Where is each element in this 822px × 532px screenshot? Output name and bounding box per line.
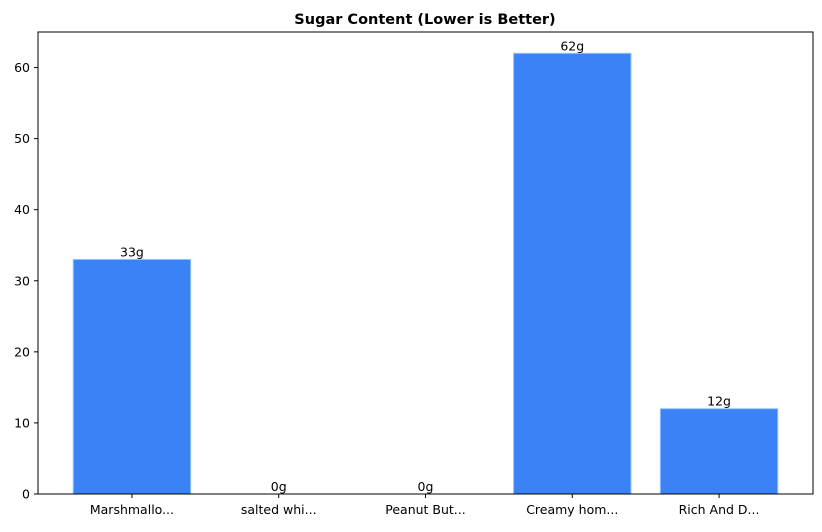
bar-value-label: 0g <box>271 479 287 494</box>
bar-value-label: 33g <box>120 244 144 259</box>
bar-value-label: 12g <box>707 394 731 409</box>
y-tick-label: 50 <box>14 131 30 146</box>
bar <box>513 52 632 495</box>
x-tick-label: Marshmallo... <box>90 502 174 517</box>
plot-frame <box>37 31 814 495</box>
y-tick-label: 20 <box>14 344 30 359</box>
x-tick-label: Rich And D... <box>679 502 760 517</box>
bar <box>659 408 779 495</box>
y-tick-label: 40 <box>14 202 30 217</box>
chart-title: Sugar Content (Lower is Better) <box>294 12 555 28</box>
x-tick-label: Creamy hom... <box>526 502 618 517</box>
y-tick-label: 60 <box>14 60 30 75</box>
bar-value-label: 0g <box>418 479 434 494</box>
x-tick-label: salted whi... <box>241 502 317 517</box>
bar <box>72 258 192 495</box>
bar-value-label: 62g <box>560 38 584 53</box>
y-tick-label: 0 <box>22 487 30 502</box>
y-tick-label: 30 <box>14 273 30 288</box>
y-tick-label: 10 <box>14 415 30 430</box>
x-tick-label: Peanut But... <box>385 502 465 517</box>
